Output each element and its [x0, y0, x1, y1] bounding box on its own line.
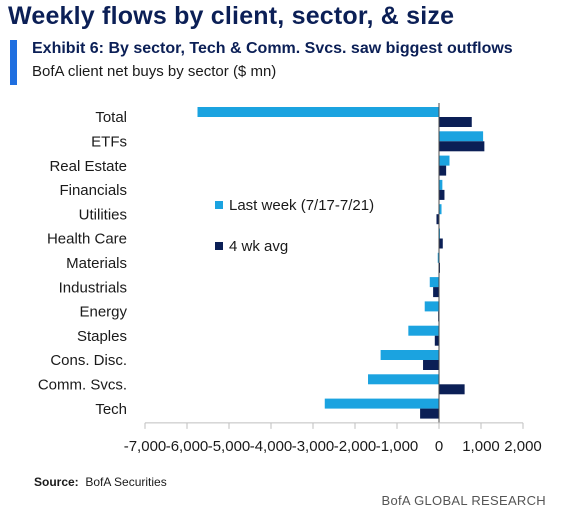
bar-last-week-etfs	[439, 131, 484, 142]
bar-last-week-materials	[437, 252, 439, 263]
bar-4wk-avg-real-estate	[439, 165, 447, 176]
category-label: Materials	[66, 255, 127, 272]
source-label: Source:	[34, 475, 79, 489]
bar-4wk-avg-etfs	[439, 141, 485, 152]
source-value: BofA Securities	[85, 475, 167, 489]
bar-4wk-avg-staples	[434, 335, 439, 346]
page-title: Weekly flows by client, sector, & size	[8, 2, 455, 30]
category-label: Utilities	[79, 206, 127, 223]
bar-4wk-avg-cons-disc-	[423, 360, 439, 370]
source-note: Source: BofA Securities	[34, 475, 167, 489]
bar-4wk-avg-tech	[420, 408, 439, 419]
x-tick-label: -1,000	[376, 438, 419, 455]
bar-4wk-avg-utilities	[436, 214, 439, 225]
bar-last-week-utilities	[439, 204, 442, 215]
category-label: Comm. Svcs.	[38, 376, 127, 393]
category-label: Staples	[77, 328, 127, 345]
x-tick-label: 2,000	[504, 438, 542, 455]
x-tick-label: 0	[435, 438, 443, 455]
category-label: Tech	[95, 401, 127, 418]
bar-4wk-avg-financials	[439, 189, 445, 200]
bar-4wk-avg-comm-svcs-	[439, 384, 465, 395]
bar-last-week-comm-svcs-	[368, 374, 439, 385]
x-tick-label: 1,000	[462, 438, 500, 455]
x-tick-label: -2,000	[334, 438, 377, 455]
x-tick-label: -3,000	[292, 438, 335, 455]
category-label: Financials	[59, 182, 127, 199]
brand-footer: BofA GLOBAL RESEARCH	[381, 493, 546, 508]
category-label: Health Care	[47, 231, 127, 248]
bar-4wk-avg-health-care	[439, 238, 443, 249]
x-tick-label: -7,000	[124, 438, 167, 455]
legend-swatch	[215, 201, 223, 209]
bar-chart: Total ETFs Real Estate Financials Utilities H…	[38, 103, 542, 455]
category-label: Energy	[79, 304, 127, 321]
exhibit-subtitle: BofA client net buys by sector ($ mn)	[32, 63, 277, 80]
bar-last-week-total	[197, 107, 439, 117]
bar-4wk-avg-total	[439, 117, 472, 127]
legend-label: Last week (7/17-7/21)	[229, 197, 374, 214]
bar-last-week-financials	[439, 179, 443, 190]
x-tick-label: -4,000	[250, 438, 293, 455]
bar-last-week-real-estate	[439, 155, 450, 166]
bar-last-week-cons-disc-	[380, 350, 439, 360]
bar-last-week-staples	[408, 325, 439, 336]
bar-last-week-tech	[324, 398, 439, 409]
exhibit-title: Exhibit 6: By sector, Tech & Comm. Svcs.…	[32, 40, 513, 57]
legend-label: 4 wk avg	[229, 238, 288, 255]
category-label: Total	[95, 109, 127, 126]
bar-4wk-avg-industrials	[433, 287, 439, 298]
legend-swatch	[215, 242, 223, 250]
category-label: Cons. Disc.	[50, 352, 127, 369]
category-label: Real Estate	[49, 158, 127, 175]
category-label: ETFs	[91, 133, 127, 150]
bar-last-week-industrials	[429, 277, 439, 288]
category-label: Industrials	[59, 279, 127, 296]
x-tick-label: -5,000	[208, 438, 251, 455]
accent-bar	[10, 40, 17, 85]
bar-last-week-energy	[424, 301, 439, 312]
x-tick-label: -6,000	[166, 438, 209, 455]
